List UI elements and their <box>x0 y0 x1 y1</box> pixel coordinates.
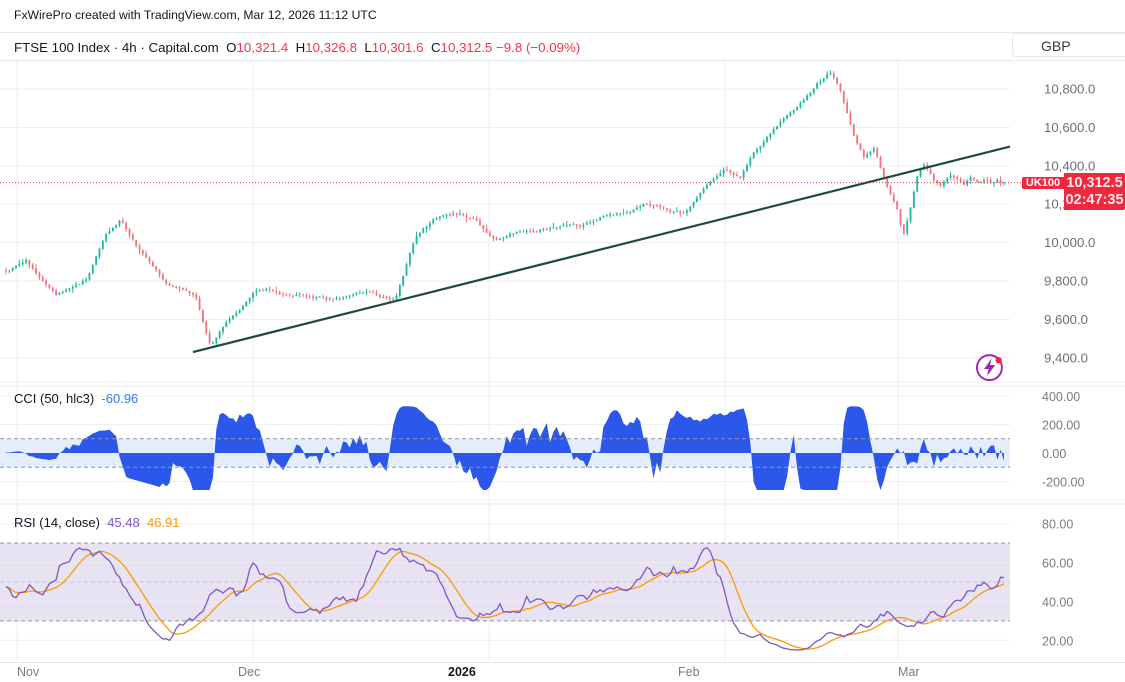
svg-text:-200.00: -200.00 <box>1042 475 1084 489</box>
svg-text:60.00: 60.00 <box>1042 557 1073 571</box>
svg-text:10,600.0: 10,600.0 <box>1044 120 1095 135</box>
svg-text:400.00: 400.00 <box>1042 390 1080 404</box>
svg-text:9,800.0: 9,800.0 <box>1044 274 1088 289</box>
svg-text:0.00: 0.00 <box>1042 447 1066 461</box>
svg-text:10,400.0: 10,400.0 <box>1044 158 1095 173</box>
svg-text:40.00: 40.00 <box>1042 595 1073 609</box>
svg-text:20.00: 20.00 <box>1042 634 1073 648</box>
svg-text:10,000.0: 10,000.0 <box>1044 235 1095 250</box>
svg-text:9,600.0: 9,600.0 <box>1044 312 1088 327</box>
svg-text:80.00: 80.00 <box>1042 518 1073 532</box>
svg-text:10,800.0: 10,800.0 <box>1044 82 1095 97</box>
svg-text:9,400.0: 9,400.0 <box>1044 350 1088 365</box>
svg-text:200.00: 200.00 <box>1042 418 1080 432</box>
